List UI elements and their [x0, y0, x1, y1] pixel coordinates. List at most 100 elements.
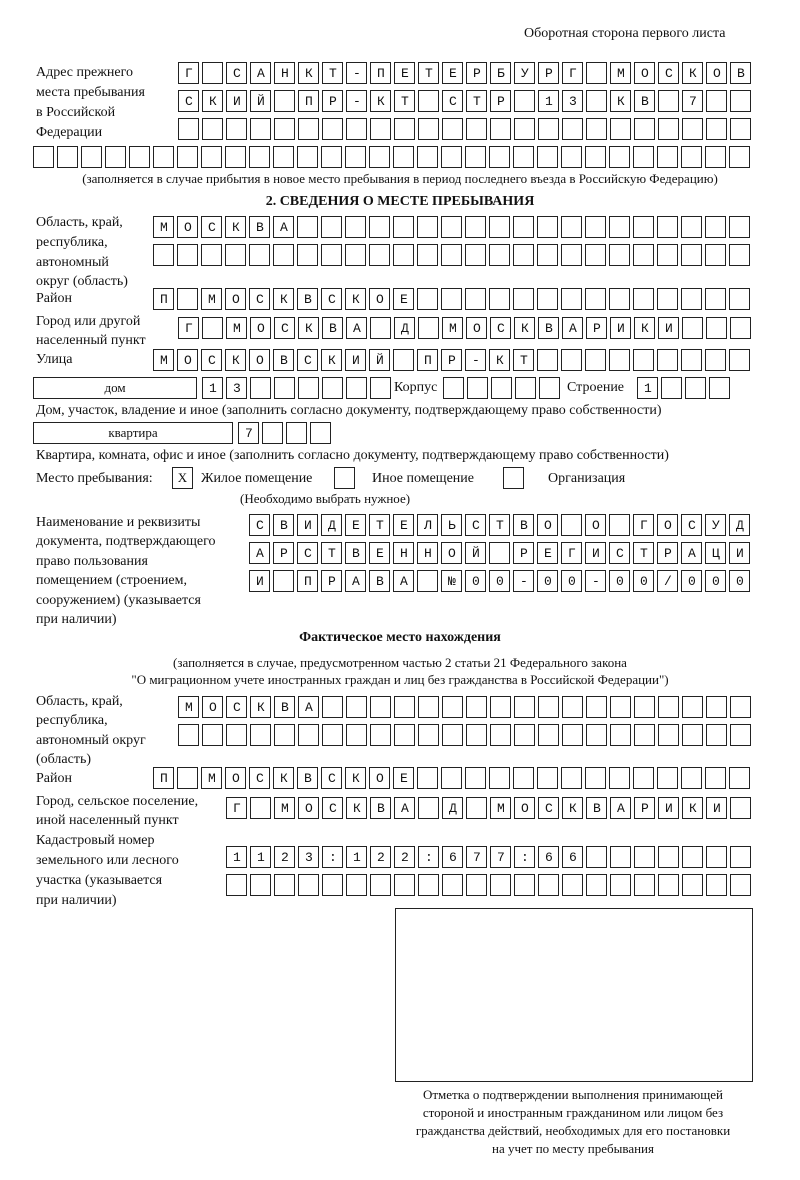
char-cell[interactable] — [609, 244, 630, 266]
char-cell[interactable] — [370, 724, 391, 746]
char-cell[interactable] — [466, 62, 487, 84]
char-cell[interactable] — [250, 90, 271, 112]
char-cell[interactable] — [730, 62, 751, 84]
char-cell[interactable] — [322, 377, 343, 399]
char-cell[interactable] — [681, 514, 702, 536]
char-cell[interactable] — [658, 874, 679, 896]
char-cell[interactable] — [585, 542, 606, 564]
char-cell[interactable] — [177, 288, 198, 310]
char-cell[interactable] — [537, 570, 558, 592]
char-cell[interactable] — [537, 146, 558, 168]
char-cell[interactable] — [346, 90, 367, 112]
char-cell[interactable] — [586, 724, 607, 746]
char-cell[interactable] — [393, 767, 414, 789]
char-cell[interactable] — [346, 62, 367, 84]
char-cell[interactable] — [514, 846, 535, 868]
char-cell[interactable] — [633, 244, 654, 266]
char-cell[interactable] — [321, 542, 342, 564]
char-cell[interactable] — [634, 846, 655, 868]
char-cell[interactable] — [609, 349, 630, 371]
char-cell[interactable] — [370, 696, 391, 718]
char-cell[interactable] — [729, 349, 750, 371]
char-cell[interactable] — [706, 90, 727, 112]
char-cell[interactable] — [225, 349, 246, 371]
char-cell[interactable] — [561, 216, 582, 238]
char-cell[interactable] — [562, 696, 583, 718]
char-cell[interactable] — [394, 696, 415, 718]
char-cell[interactable] — [466, 696, 487, 718]
char-cell[interactable] — [441, 542, 462, 564]
char-cell[interactable] — [513, 514, 534, 536]
place-checkbox-organization[interactable] — [503, 467, 524, 489]
char-cell[interactable] — [250, 724, 271, 746]
char-cell[interactable] — [514, 724, 535, 746]
char-cell[interactable] — [286, 422, 307, 444]
char-cell[interactable] — [369, 146, 390, 168]
char-cell[interactable] — [298, 62, 319, 84]
char-cell[interactable] — [322, 724, 343, 746]
char-cell[interactable] — [658, 90, 679, 112]
char-cell[interactable] — [489, 767, 510, 789]
char-cell[interactable] — [346, 797, 367, 819]
char-cell[interactable] — [585, 349, 606, 371]
char-cell[interactable] — [153, 288, 174, 310]
char-cell[interactable] — [298, 317, 319, 339]
char-cell[interactable] — [562, 797, 583, 819]
char-cell[interactable] — [322, 874, 343, 896]
char-cell[interactable] — [393, 216, 414, 238]
char-cell[interactable] — [177, 146, 198, 168]
char-cell[interactable] — [322, 90, 343, 112]
char-cell[interactable] — [346, 696, 367, 718]
char-cell[interactable] — [538, 90, 559, 112]
char-cell[interactable] — [609, 514, 630, 536]
char-cell[interactable] — [706, 797, 727, 819]
char-cell[interactable] — [729, 146, 750, 168]
char-cell[interactable] — [586, 797, 607, 819]
char-cell[interactable] — [538, 317, 559, 339]
char-cell[interactable] — [561, 514, 582, 536]
char-cell[interactable] — [706, 118, 727, 140]
char-cell[interactable] — [225, 288, 246, 310]
char-cell[interactable] — [441, 349, 462, 371]
char-cell[interactable] — [201, 288, 222, 310]
char-cell[interactable] — [33, 146, 54, 168]
char-cell[interactable] — [442, 797, 463, 819]
char-cell[interactable] — [226, 377, 247, 399]
char-cell[interactable] — [562, 62, 583, 84]
char-cell[interactable] — [634, 90, 655, 112]
char-cell[interactable] — [250, 846, 271, 868]
char-cell[interactable] — [706, 696, 727, 718]
char-cell[interactable] — [681, 288, 702, 310]
char-cell[interactable] — [730, 696, 751, 718]
char-cell[interactable] — [226, 874, 247, 896]
char-cell[interactable] — [513, 216, 534, 238]
char-cell[interactable] — [370, 118, 391, 140]
char-cell[interactable] — [514, 62, 535, 84]
char-cell[interactable] — [369, 570, 390, 592]
char-cell[interactable] — [489, 146, 510, 168]
char-cell[interactable] — [249, 244, 270, 266]
char-cell[interactable] — [274, 797, 295, 819]
char-cell[interactable] — [442, 62, 463, 84]
char-cell[interactable] — [609, 146, 630, 168]
char-cell[interactable] — [178, 90, 199, 112]
char-cell[interactable] — [539, 377, 560, 399]
char-cell[interactable] — [682, 62, 703, 84]
char-cell[interactable] — [705, 244, 726, 266]
char-cell[interactable] — [489, 288, 510, 310]
char-cell[interactable] — [201, 244, 222, 266]
char-cell[interactable] — [273, 514, 294, 536]
char-cell[interactable] — [153, 349, 174, 371]
char-cell[interactable] — [153, 146, 174, 168]
char-cell[interactable] — [465, 288, 486, 310]
char-cell[interactable] — [490, 874, 511, 896]
char-cell[interactable] — [273, 570, 294, 592]
char-cell[interactable] — [729, 542, 750, 564]
char-cell[interactable] — [249, 570, 270, 592]
char-cell[interactable] — [610, 62, 631, 84]
char-cell[interactable] — [394, 90, 415, 112]
char-cell[interactable] — [321, 570, 342, 592]
char-cell[interactable] — [441, 244, 462, 266]
char-cell[interactable] — [489, 244, 510, 266]
char-cell[interactable] — [345, 514, 366, 536]
